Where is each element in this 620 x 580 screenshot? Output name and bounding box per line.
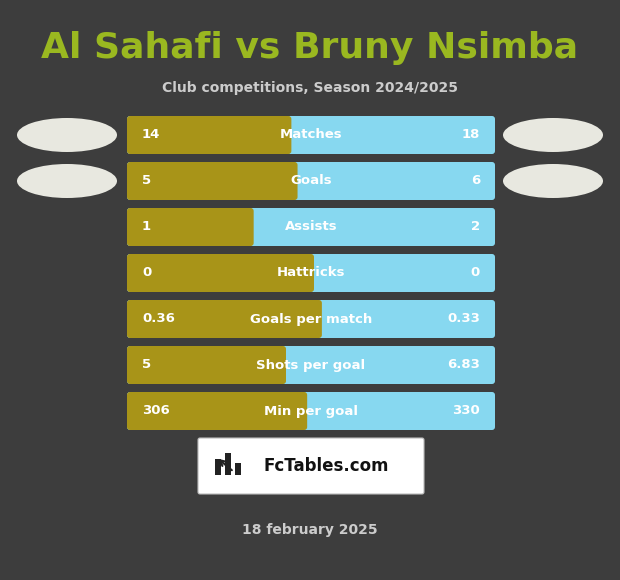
Ellipse shape	[17, 118, 117, 152]
FancyBboxPatch shape	[127, 392, 307, 430]
Text: FcTables.com: FcTables.com	[264, 457, 389, 475]
Text: 5: 5	[142, 358, 151, 372]
Text: Club competitions, Season 2024/2025: Club competitions, Season 2024/2025	[162, 81, 458, 95]
Text: Hattricks: Hattricks	[277, 266, 345, 280]
FancyBboxPatch shape	[127, 208, 254, 246]
Text: 18 february 2025: 18 february 2025	[242, 523, 378, 537]
FancyBboxPatch shape	[127, 300, 495, 338]
Text: Goals: Goals	[290, 175, 332, 187]
FancyBboxPatch shape	[127, 162, 495, 200]
FancyBboxPatch shape	[198, 438, 424, 494]
Text: 2: 2	[471, 220, 480, 234]
Text: Min per goal: Min per goal	[264, 404, 358, 418]
Ellipse shape	[17, 164, 117, 198]
Text: 1: 1	[142, 220, 151, 234]
Bar	[225, 453, 231, 475]
Text: 0: 0	[471, 266, 480, 280]
Text: 6: 6	[471, 175, 480, 187]
Ellipse shape	[503, 118, 603, 152]
Text: 0.36: 0.36	[142, 313, 175, 325]
Bar	[215, 459, 221, 475]
Text: Al Sahafi vs Bruny Nsimba: Al Sahafi vs Bruny Nsimba	[42, 31, 578, 65]
FancyBboxPatch shape	[127, 162, 298, 200]
Text: 0: 0	[142, 266, 151, 280]
Text: 306: 306	[142, 404, 170, 418]
Text: Assists: Assists	[285, 220, 337, 234]
Text: 14: 14	[142, 129, 161, 142]
Text: Goals per match: Goals per match	[250, 313, 372, 325]
Text: 18: 18	[462, 129, 480, 142]
Text: Matches: Matches	[280, 129, 342, 142]
FancyBboxPatch shape	[127, 346, 495, 384]
FancyBboxPatch shape	[127, 300, 322, 338]
Bar	[235, 463, 241, 475]
Text: 5: 5	[142, 175, 151, 187]
FancyBboxPatch shape	[127, 116, 495, 154]
FancyBboxPatch shape	[127, 254, 314, 292]
FancyBboxPatch shape	[127, 392, 495, 430]
FancyBboxPatch shape	[127, 116, 291, 154]
Text: 0.33: 0.33	[447, 313, 480, 325]
Text: 6.83: 6.83	[447, 358, 480, 372]
Text: Shots per goal: Shots per goal	[257, 358, 366, 372]
Text: 330: 330	[452, 404, 480, 418]
Ellipse shape	[503, 164, 603, 198]
FancyBboxPatch shape	[127, 346, 286, 384]
FancyBboxPatch shape	[127, 254, 495, 292]
FancyBboxPatch shape	[127, 208, 495, 246]
